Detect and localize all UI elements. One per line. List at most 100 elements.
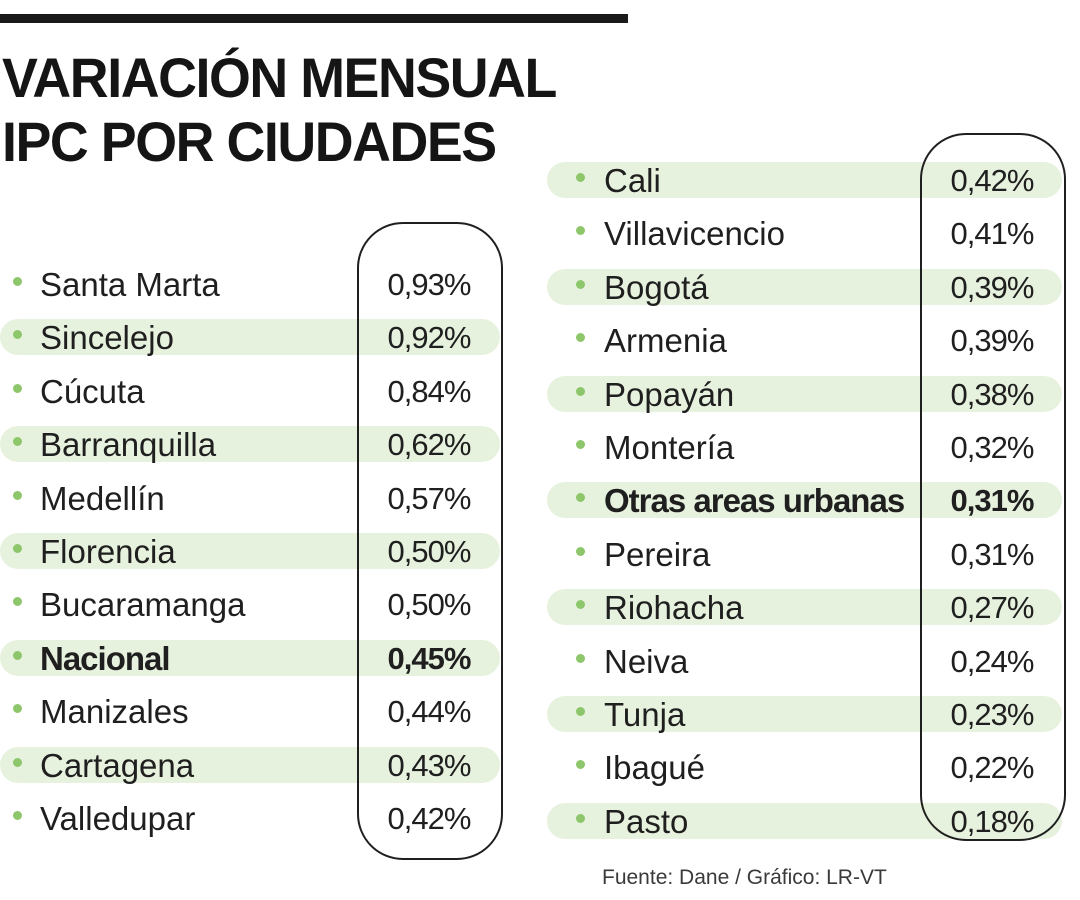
city-name: Bogotá: [604, 268, 709, 306]
bullet-icon: [13, 490, 22, 500]
table-row: Nacional 0,45%: [0, 631, 500, 684]
ipc-value: 0,27%: [950, 590, 1035, 626]
ipc-value: 0,24%: [950, 643, 1035, 679]
table-row: Armenia 0,39%: [547, 313, 1062, 366]
ipc-value: 0,22%: [950, 750, 1035, 786]
ipc-value: 0,57%: [387, 480, 472, 516]
table-row: Cúcuta 0,84%: [0, 364, 500, 417]
bullet-icon: [576, 653, 585, 663]
bullet-icon: [576, 813, 585, 823]
city-name: Valledupar: [40, 799, 196, 837]
city-name: Pereira: [604, 535, 711, 573]
city-name: Villavicencio: [604, 215, 785, 253]
city-name: Ibagué: [604, 749, 705, 787]
ipc-value: 0,39%: [950, 323, 1035, 359]
ipc-value: 0,93%: [387, 267, 472, 302]
ipc-value: 0,50%: [387, 587, 472, 623]
row-highlight-band: [0, 639, 500, 676]
row-highlight-band: [547, 268, 1062, 305]
table-row: Manizales 0,44%: [0, 684, 500, 737]
ipc-value: 0,50%: [387, 533, 472, 569]
bullet-icon: [576, 760, 585, 770]
table-row: Riohacha 0,27%: [547, 580, 1062, 633]
city-name: Manizales: [40, 693, 189, 731]
ipc-value: 0,84%: [387, 373, 472, 409]
row-highlight-band: [547, 802, 1062, 839]
city-name: Cúcuta: [40, 372, 145, 410]
bullet-icon: [13, 704, 22, 714]
city-name: Popayán: [604, 375, 735, 413]
bullet-icon: [13, 543, 22, 553]
bullet-icon: [13, 437, 22, 447]
bullet-icon: [576, 386, 585, 396]
table-row: Bucaramanga 0,50%: [0, 577, 500, 630]
source-note: Fuente: Dane / Gráfico: LR-VT: [602, 866, 887, 889]
city-name: Barranquilla: [40, 426, 217, 464]
table-row: Ibagué 0,22%: [547, 740, 1062, 793]
city-name: Riohacha: [604, 589, 744, 627]
city-name: Florencia: [40, 532, 176, 570]
row-highlight-band: [0, 532, 500, 569]
table-row: Neiva 0,24%: [547, 634, 1062, 687]
ipc-value: 0,38%: [950, 376, 1035, 412]
value-column-outline-left: [357, 222, 503, 860]
table-row: Villavicencio 0,41%: [547, 206, 1062, 259]
row-highlight-band: [0, 319, 500, 356]
city-name: Tunja: [604, 695, 686, 733]
ipc-value: 0,92%: [387, 320, 472, 356]
table-row: Montería 0,32%: [547, 420, 1062, 473]
bullet-icon: [576, 493, 585, 503]
row-highlight-band: [0, 746, 500, 783]
bullet-icon: [576, 173, 585, 182]
table-row: Cartagena 0,43%: [0, 738, 500, 791]
bullet-icon: [13, 330, 22, 340]
city-name: Santa Marta: [40, 266, 220, 303]
bullet-icon: [13, 597, 22, 607]
city-name: Neiva: [604, 642, 689, 680]
row-highlight-band: [547, 695, 1062, 732]
city-name: Armenia: [604, 322, 727, 360]
city-name: Otras areas urbanas: [604, 482, 905, 520]
city-name: Pasto: [604, 802, 689, 840]
table-row: Cali 0,42%: [547, 153, 1062, 206]
table-row: Barranquilla 0,62%: [0, 417, 500, 470]
top-rule: [0, 14, 628, 23]
ipc-value: 0,43%: [387, 747, 472, 783]
bullet-icon: [576, 279, 585, 289]
bullet-icon: [576, 706, 585, 716]
bullet-icon: [13, 810, 22, 820]
bullet-icon: [576, 600, 585, 610]
bullet-icon: [13, 277, 22, 286]
bullet-icon: [13, 757, 22, 767]
city-name: Medellín: [40, 479, 165, 517]
city-name: Cali: [604, 162, 661, 199]
chart-title-line-2: IPC POR CIUDADES: [2, 110, 497, 173]
ipc-value: 0,32%: [950, 429, 1035, 465]
bullet-icon: [13, 383, 22, 393]
city-name: Nacional: [40, 639, 171, 677]
ipc-value: 0,39%: [950, 269, 1035, 305]
bullet-icon: [13, 650, 22, 660]
table-row: Pereira 0,31%: [547, 527, 1062, 580]
row-highlight-band: [547, 482, 1062, 519]
ipc-value: 0,31%: [950, 536, 1035, 572]
ipc-value: 0,23%: [950, 696, 1035, 732]
table-column-right: Cali 0,42% Villavicencio 0,41% Bogotá 0,39% Ar…: [547, 153, 1062, 847]
ipc-value: 0,44%: [387, 694, 472, 730]
chart-title-line-1: VARIACIÓN MENSUAL: [2, 46, 557, 109]
table-column-left: Santa Marta 0,93% Sincelejo 0,92% Cúcuta 0,84…: [0, 257, 500, 844]
table-row: Sincelejo 0,92%: [0, 310, 500, 363]
city-name: Sincelejo: [40, 319, 174, 357]
city-name: Cartagena: [40, 746, 195, 784]
ipc-value: 0,41%: [950, 216, 1035, 252]
bullet-icon: [576, 333, 585, 343]
ipc-value: 0,45%: [387, 640, 472, 676]
table-row: Otras areas urbanas 0,31%: [547, 473, 1062, 526]
ipc-value: 0,31%: [950, 483, 1035, 519]
row-highlight-band: [0, 426, 500, 463]
city-name: Montería: [604, 428, 735, 466]
table-row: Medellín 0,57%: [0, 471, 500, 524]
row-highlight-band: [547, 589, 1062, 626]
chart-title: VARIACIÓN MENSUAL IPC POR CIUDADES: [2, 46, 557, 174]
table-row: Santa Marta 0,93%: [0, 257, 500, 310]
